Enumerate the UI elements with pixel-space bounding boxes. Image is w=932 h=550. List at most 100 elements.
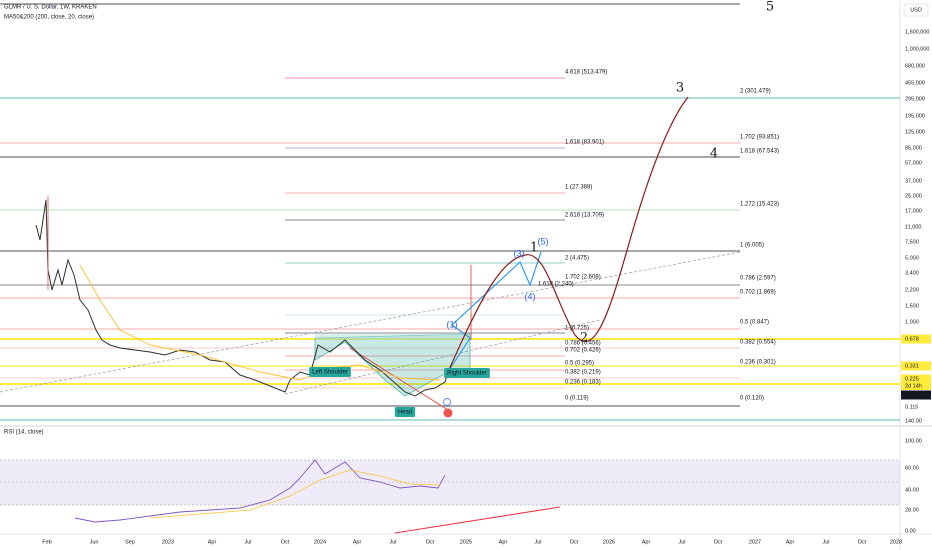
price-axis-label: 680,000: [905, 63, 925, 69]
pattern-label: Left Shoulder: [312, 370, 348, 376]
divergence-line: [394, 506, 561, 534]
countdown: 2d 14h: [905, 383, 922, 389]
time-axis-label: 2024: [314, 539, 326, 545]
price-axis-label: 37,000: [905, 178, 922, 184]
time-axis-label: Jul: [389, 539, 396, 545]
rsi-axis-label: 60.00: [905, 465, 919, 471]
sub-wave-label: (4): [525, 291, 536, 301]
time-axis-label: 2026: [603, 539, 615, 545]
price-axis-label: 0.225: [905, 376, 919, 382]
price-axis-label: 7,500: [905, 239, 919, 245]
wave-label: 5: [766, 0, 774, 15]
labels: GLMR / U. S. Dollar, 1W, KRAKEN MA50&200…: [4, 0, 931, 545]
price-axis-label: 85,000: [905, 145, 922, 151]
fib-label: 1 (27.388): [565, 185, 592, 191]
rsi-band: [0, 460, 900, 505]
pattern-zone: [314, 333, 471, 397]
price-axis-label: 1,000,000: [905, 46, 929, 52]
time-axis-label: Apr: [499, 539, 508, 545]
fib-label: 0.786 (2.597): [740, 276, 776, 282]
fib-label: 2 (301.479): [740, 89, 771, 95]
price-axis-label: 1,500: [905, 303, 919, 309]
fib-label: 0 (0.120): [740, 396, 764, 402]
event-marker: [443, 408, 453, 418]
pattern-badge: [444, 368, 490, 378]
fib-label: 1 (6.005): [740, 243, 764, 249]
event-marker: [443, 398, 451, 406]
time-axis-label: Jul: [678, 539, 685, 545]
fib-label: 0.702 (0.426): [565, 348, 601, 354]
currency-label[interactable]: USD: [910, 7, 922, 13]
fib-label: 2 (4.475): [565, 256, 589, 262]
price-axis-label: 0.115: [905, 404, 918, 410]
indicator-label: MA50&200 (200, close, 20, close): [4, 15, 94, 21]
sub-wave-label: (1): [447, 319, 458, 329]
wave-label: 1: [530, 241, 538, 256]
fib-label: 0.5 (0.847): [740, 320, 769, 326]
pattern-label: Head: [398, 410, 412, 416]
time-axis-label: Oct: [281, 539, 290, 545]
fib-label: 1.702 (2.608): [565, 275, 601, 281]
price-axis-label: 295,000: [905, 96, 925, 102]
price-axis-label: 1.000: [905, 319, 919, 325]
trend-line: [349, 347, 449, 411]
trend-line: [0, 251, 741, 393]
price-axis-label: 0.198: [905, 392, 919, 398]
time-axis-label: 2028: [890, 539, 902, 545]
fib-label: 4.618 (513.479): [565, 70, 607, 76]
fib-label: 1.618 (83.901): [565, 140, 604, 146]
sub-wave-label: (3): [514, 248, 525, 258]
price-badge: [901, 361, 931, 371]
price-axis-label: 125,000: [905, 129, 925, 135]
currency-button[interactable]: [903, 3, 929, 17]
time-axis-label: Apr: [208, 539, 217, 545]
price-axis-label: 25,000: [905, 193, 922, 199]
time-axis-label: Oct: [426, 539, 435, 545]
rsi-title: RSI (14, close): [4, 430, 44, 436]
fib-label: 0 (0.119): [565, 396, 589, 402]
wave-label: 2: [580, 331, 588, 346]
price-axis-label: 455,000: [905, 80, 925, 86]
time-axis-label: Jun: [90, 539, 99, 545]
time-axis-label: Oct: [714, 539, 723, 545]
price-axis-label: 0.678: [905, 336, 919, 342]
projection-curve: [447, 96, 689, 373]
wave-label: 3: [676, 81, 684, 96]
sub-wave-label: (5): [538, 236, 549, 246]
price-axis-label: 2,200: [905, 287, 919, 293]
fib-label: 0.702 (1.869): [740, 290, 776, 296]
price-axis-label: 5,000: [905, 255, 919, 261]
neckline-zone: [315, 334, 470, 340]
time-axis-label: Apr: [786, 539, 795, 545]
time-axis-label: Jul: [244, 539, 251, 545]
fib-label: 1.618 (2.240): [538, 282, 574, 288]
rsi-axis-label: 100.00: [905, 438, 922, 444]
time-axis-label: 2025: [460, 539, 472, 545]
price-axis-label: 1,600,000: [905, 29, 929, 35]
rsi-ma: [149, 469, 441, 519]
fib-label: 0.236 (0.301): [740, 360, 776, 366]
price-axis-label: 0.331: [905, 363, 919, 369]
fib-label: 0.786 (0.456): [565, 341, 601, 347]
trend-line: [284, 319, 601, 395]
wave-label: 4: [710, 147, 718, 162]
price-axis-label: 195,000: [905, 113, 925, 119]
price-axis-label: 17,000: [905, 208, 922, 214]
rsi-axis-label: 28.00: [905, 507, 919, 513]
pattern-label: Right Shoulder: [447, 371, 487, 377]
time-axis-label: Apr: [353, 539, 362, 545]
price-axis-label: 11,000: [905, 224, 921, 230]
fib-label: 1.618 (67.543): [740, 149, 779, 155]
moving-average: [79, 264, 441, 381]
price-badge: [901, 374, 931, 384]
countdown-badge: [901, 382, 931, 390]
price-axis-label: 3,400: [905, 270, 919, 276]
time-axis-label: 2023: [162, 539, 174, 545]
rsi-line: [74, 459, 446, 523]
fib-label: 1.702 (93.851): [740, 135, 779, 141]
